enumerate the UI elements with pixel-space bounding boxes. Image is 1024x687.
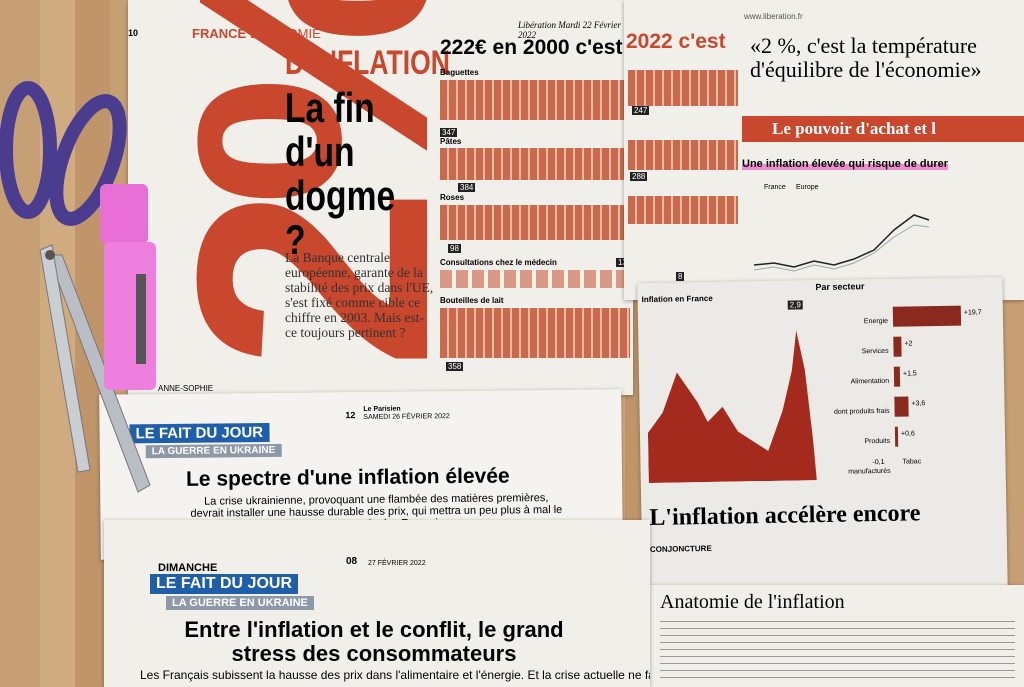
line [754, 224, 930, 272]
lead: La Banque centrale européenne, garante d… [285, 250, 434, 340]
item-count: 288 [630, 172, 648, 181]
line [754, 214, 930, 268]
icon-row [628, 140, 738, 170]
page-number: 10 [128, 28, 139, 38]
item-count: 13 [616, 258, 629, 267]
handle [0, 81, 57, 219]
pivot [45, 250, 55, 260]
theme: LA GUERRE EN UKRAINE [145, 443, 282, 459]
echos-clipping: Inflation en France 2,9 Par secteur Ener… [637, 276, 1008, 594]
sector-value: -0,1 [872, 458, 885, 467]
area [647, 330, 817, 484]
big-number: 2% [128, 0, 497, 370]
kicker: D'INFLATION [285, 44, 450, 82]
legend-item: France [764, 184, 786, 191]
site: www.liberation.fr [744, 12, 803, 21]
sector-bar [893, 336, 902, 357]
interview-page: 2022 c'est 247 288 8 www.liberation.fr «… [624, 0, 1024, 300]
item-label: Consultations chez le médecin [440, 258, 557, 267]
sector-name: Services [861, 347, 889, 356]
icon-row [440, 308, 630, 358]
anatomy-page: Anatomie de l'inflation [648, 585, 1024, 687]
masthead: Libération Mardi 22 Février 2022 [518, 20, 621, 40]
body [104, 242, 156, 390]
item-label: Baguettes [440, 68, 479, 77]
item-count: 8 [676, 272, 685, 281]
highlighter [100, 184, 156, 390]
chart-title-2022: 2022 c'est [626, 30, 726, 53]
headline: Anatomie de l'inflation [660, 591, 845, 613]
page-number: 12 [345, 410, 356, 421]
sector-bar [894, 396, 909, 417]
blade [39, 244, 91, 473]
scissors [0, 81, 151, 493]
theme: LA GUERRE EN UKRAINE [166, 596, 314, 610]
rubric: CONJONCTURE [649, 543, 712, 555]
dimanche-clipping: 08 27 FÉVRIER 2022 DIMANCHE LE FAIT DU J… [104, 520, 650, 687]
legend-item: Europe [796, 184, 819, 191]
headline: Le spectre d'une inflation élevée [185, 464, 510, 491]
sector-value: +19,7 [963, 309, 982, 317]
page-number: 08 [346, 556, 358, 567]
headline: L'inflation accélère encore [649, 500, 921, 532]
date: SAMEDI 26 FÉVRIER 2022 [363, 413, 450, 421]
item-label: Bouteilles de lait [440, 296, 504, 305]
chart-title: Inflation en France [641, 293, 713, 305]
item-count: 358 [446, 362, 464, 371]
line-chart [754, 214, 930, 272]
icon-row [440, 148, 630, 180]
cap [100, 184, 148, 244]
item-label: Pâtes [440, 137, 462, 146]
icon-row [440, 205, 630, 240]
item-count: 384 [458, 183, 476, 192]
sector-bar [894, 426, 899, 447]
sector-value: +1,5 [902, 370, 917, 378]
byline: ANNE-SOPHIE [158, 384, 214, 393]
icon-row [628, 70, 738, 106]
section: FRANCE [192, 26, 247, 41]
sector-value: +2 [904, 340, 913, 348]
item-count: 347 [440, 128, 458, 137]
handle [49, 94, 127, 226]
liberation-page: 10 FRANCE ÉCONOMIE Libération Mardi 22 F… [128, 0, 633, 395]
quote: «2 %, c'est la température d'équilibre d… [750, 33, 982, 82]
item-count: 98 [448, 244, 461, 253]
date: 27 FÉVRIER 2022 [368, 560, 426, 567]
peak-label: 2,9 [787, 300, 803, 310]
banner: Le pouvoir d'achat et l [742, 116, 1024, 142]
headline: Entre l'inflation et le conflit, le gran… [184, 617, 564, 666]
sector-name: Alimentation [850, 377, 890, 386]
window [136, 274, 146, 364]
headline: La fin d'un dogme ? [285, 84, 396, 263]
chart-title: 222€ en 2000 c'est [440, 36, 623, 59]
sector-title: Par secteur [815, 281, 865, 293]
item-label: Roses [440, 193, 465, 202]
area-chart [647, 330, 817, 484]
subsection: ÉCONOMIE [250, 26, 321, 41]
icon-row [440, 270, 630, 288]
blade [47, 254, 151, 493]
paper-name: Le Parisien [363, 405, 401, 413]
day: DIMANCHE [158, 562, 218, 574]
item-count: 247 [632, 106, 650, 115]
chart-title: Une inflation élevée qui risque de durer [742, 158, 948, 170]
lead: Les Français subissent la hausse des pri… [140, 668, 650, 682]
sector-bar [893, 366, 901, 387]
sector-name: Produits manufacturés [848, 437, 891, 476]
sector-name: Tabac [902, 458, 922, 466]
sector-value: +0,6 [900, 430, 915, 438]
sector-value: +3,6 [911, 400, 926, 408]
sector-name: dont produits frais [833, 407, 890, 416]
sector-bar [892, 305, 962, 327]
icon-row [440, 80, 630, 120]
body-text [660, 621, 1015, 681]
icon-row [628, 196, 738, 224]
sector-name: Energie [863, 317, 889, 326]
rubric: LE FAIT DU JOUR [150, 574, 299, 594]
